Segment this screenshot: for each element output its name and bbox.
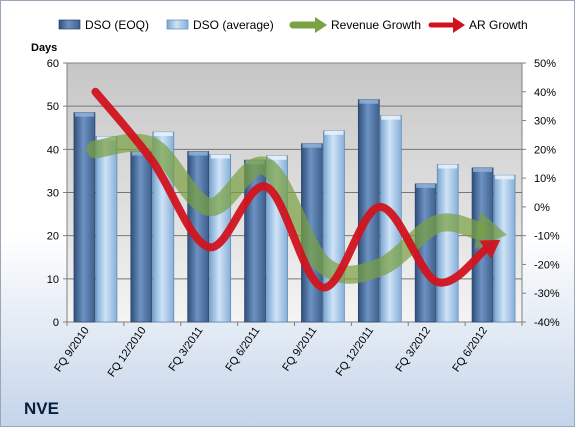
bar-dso-average [95, 136, 118, 323]
legend-swatch-arrowhead [315, 17, 327, 33]
y2-tick-label: -10% [534, 231, 560, 243]
x-tick-label: FQ 9/2010 [52, 325, 92, 374]
y2-tick-label: 0% [534, 202, 550, 214]
y-tick-label: 40 [47, 144, 59, 156]
revenue-growth-line [86, 133, 487, 284]
x-tick-label: FQ 6/2011 [223, 325, 262, 374]
legend-label: DSO (average) [193, 18, 274, 32]
bar-dso-eoq-cap [188, 151, 208, 156]
bar-dso-average-cap [267, 155, 287, 160]
y-tick-label: 50 [47, 101, 59, 113]
x-tick-label: FQ 12/2010 [106, 325, 149, 379]
company-ticker: NVE [24, 399, 59, 418]
x-tick-label: FQ 6/2012 [450, 325, 490, 374]
y-tick-label: 30 [47, 188, 59, 200]
bar-dso-average [436, 164, 459, 323]
legend-label: Revenue Growth [331, 18, 421, 32]
bar-dso-eoq-cap [302, 143, 322, 148]
legend-label: AR Growth [469, 18, 528, 32]
x-tick-label: FQ 3/2012 [393, 325, 433, 374]
bar-dso-eoq-cap [473, 167, 493, 172]
revenue-growth-arrowhead [474, 211, 507, 250]
y2-tick-label: 50% [534, 58, 556, 70]
bar-dso-eoq-cap [359, 99, 379, 104]
y2-tick-label: 30% [534, 116, 556, 128]
bar-dso-average-cap [153, 132, 173, 137]
y-axis-title: Days [31, 42, 57, 54]
x-tick-label: FQ 12/2011 [334, 325, 377, 379]
y2-tick-label: 40% [534, 87, 556, 99]
y-tick-label: 20 [47, 231, 59, 243]
bar-dso-eoq-cap [416, 183, 436, 188]
legend-swatch [58, 19, 81, 30]
bar-dso-average-cap [324, 130, 344, 135]
y2-tick-label: -30% [534, 288, 560, 300]
x-tick-label: FQ 3/2011 [166, 325, 205, 374]
ar-growth-line [91, 87, 490, 292]
y-tick-label: 10 [47, 274, 59, 286]
bar-dso-average-cap [438, 164, 458, 169]
bar-dso-average-cap [495, 175, 515, 180]
bar-dso-eoq-cap [74, 112, 94, 117]
bar-dso-average [493, 174, 516, 323]
y-tick-label: 60 [47, 58, 59, 70]
bar-dso-eoq [130, 151, 153, 323]
legend-swatch-arrowhead [453, 17, 465, 33]
y2-tick-label: 10% [534, 173, 556, 185]
legend-swatch [166, 19, 189, 30]
legend-label: DSO (EOQ) [85, 18, 149, 32]
bar-dso-average [323, 130, 345, 323]
y2-tick-label: -40% [534, 317, 560, 329]
y2-tick-label: 20% [534, 144, 556, 156]
bar-dso-eoq-cap [131, 151, 151, 156]
y2-tick-label: -20% [534, 259, 560, 271]
x-tick-label: FQ 9/2011 [280, 325, 319, 374]
y-tick-label: 0 [53, 317, 59, 329]
bar-dso-average-cap [210, 154, 230, 159]
bar-dso-average-cap [381, 115, 401, 120]
ar-growth-arrowhead [479, 239, 501, 259]
